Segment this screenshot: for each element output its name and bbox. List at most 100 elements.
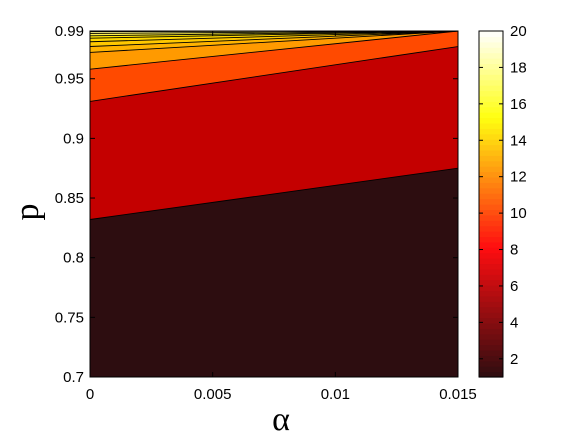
colorbar-tick-label: 2 — [510, 351, 518, 368]
colorbar-band — [479, 198, 503, 205]
colorbar-band — [479, 333, 503, 340]
colorbar-band — [479, 258, 503, 265]
colorbar-band — [479, 31, 503, 38]
colorbar-band — [479, 128, 503, 135]
colorbar-band — [479, 285, 503, 292]
contour-line-level-6 — [90, 31, 458, 47]
colorbar-band — [479, 182, 503, 189]
colorbar-band — [479, 220, 503, 227]
colorbar-band — [479, 355, 503, 362]
colorbar-band — [479, 209, 503, 216]
colorbar-band — [479, 247, 503, 254]
y-tick-label: 0.85 — [55, 190, 84, 207]
colorbar-band — [479, 176, 503, 183]
colorbar-tick-label: 4 — [510, 314, 518, 331]
colorbar-band — [479, 101, 503, 108]
colorbar-band — [479, 371, 503, 378]
colorbar-band — [479, 187, 503, 194]
colorbar-band — [479, 90, 503, 97]
colorbar-tick-label: 12 — [510, 169, 527, 186]
colorbar-band — [479, 160, 503, 167]
x-tick-label: 0.005 — [194, 386, 232, 403]
x-tick-label: 0.015 — [439, 386, 477, 403]
colorbar-band — [479, 241, 503, 248]
colorbar-band — [479, 295, 503, 302]
colorbar-band — [479, 279, 503, 286]
colorbar-band — [479, 47, 503, 54]
colorbar-band — [479, 68, 503, 75]
colorbar-band — [479, 79, 503, 86]
colorbar-band — [479, 117, 503, 124]
colorbar-band — [479, 193, 503, 200]
colorbar-band — [479, 122, 503, 129]
colorbar-band — [479, 349, 503, 356]
y-tick-label: 0.9 — [63, 130, 84, 147]
colorbar-band — [479, 155, 503, 162]
x-tick-label: 0 — [86, 386, 94, 403]
colorbar-band — [479, 268, 503, 275]
colorbar-band — [479, 312, 503, 319]
colorbar-band — [479, 231, 503, 238]
colorbar-tick-label: 10 — [510, 205, 527, 222]
colorbar-band — [479, 236, 503, 243]
colorbar-tick-label: 16 — [510, 96, 527, 113]
colorbar-tick-label: 18 — [510, 59, 527, 76]
colorbar-band — [479, 171, 503, 178]
contour-line-level-2 — [90, 167, 458, 220]
colorbar-band — [479, 366, 503, 373]
y-tick-label: 0.8 — [63, 250, 84, 267]
colorbar-band — [479, 214, 503, 221]
colorbar-band — [479, 166, 503, 173]
colorbar-tick-label: 6 — [510, 278, 518, 295]
colorbar-band — [479, 322, 503, 329]
colorbar-ticks: 2 4 6 8 10 12 14 16 18 20 — [479, 23, 527, 368]
colorbar-band — [479, 149, 503, 156]
colorbar-tick-label: 20 — [510, 23, 527, 40]
colorbar-band — [479, 360, 503, 367]
colorbar-band — [479, 339, 503, 346]
x-tick-label: 0.01 — [321, 386, 350, 403]
y-axis: 0.7 0.75 0.8 0.85 0.9 0.95 0.99 — [55, 23, 458, 386]
colorbar-frame — [478, 30, 504, 378]
colorbar-band — [479, 58, 503, 65]
colorbar-tick-label: 14 — [510, 132, 527, 149]
colorbar-band — [479, 290, 503, 297]
colorbar-band — [479, 263, 503, 270]
x-axis-label: α — [272, 401, 290, 438]
colorbar-tick-label: 8 — [510, 242, 518, 259]
colorbar-band — [479, 106, 503, 113]
colorbar-band — [479, 139, 503, 146]
colorbar-band — [479, 252, 503, 259]
colorbar-band — [479, 328, 503, 335]
contour-line-level-3 — [90, 46, 458, 102]
colorbar-band — [479, 85, 503, 92]
colorbar-band — [479, 41, 503, 48]
colorbar-band — [479, 317, 503, 324]
contour-regions — [90, 31, 458, 377]
colorbar-band — [479, 95, 503, 102]
plot-frame — [89, 30, 459, 378]
contour-region-level-2 — [90, 168, 458, 377]
colorbar-band — [479, 74, 503, 81]
y-tick-label: 0.7 — [63, 369, 84, 386]
colorbar: 2 4 6 8 10 12 14 16 18 20 — [478, 23, 527, 378]
colorbar-band — [479, 63, 503, 70]
colorbar-bands — [479, 31, 503, 378]
x-axis: 0 0.005 0.01 0.015 — [86, 31, 477, 403]
colorbar-band — [479, 144, 503, 151]
contour-line-level-5 — [90, 31, 458, 53]
y-axis-label: p — [9, 204, 46, 221]
colorbar-band — [479, 306, 503, 313]
colorbar-band — [479, 301, 503, 308]
contour-line-level-7 — [90, 31, 458, 43]
colorbar-band — [479, 204, 503, 211]
colorbar-band — [479, 274, 503, 281]
colorbar-band — [479, 225, 503, 232]
y-tick-label: 0.95 — [55, 71, 84, 88]
colorbar-band — [479, 344, 503, 351]
colorbar-band — [479, 112, 503, 119]
colorbar-band — [479, 36, 503, 43]
colorbar-band — [479, 52, 503, 59]
colorbar-band — [479, 133, 503, 140]
y-tick-label: 0.99 — [55, 23, 84, 40]
